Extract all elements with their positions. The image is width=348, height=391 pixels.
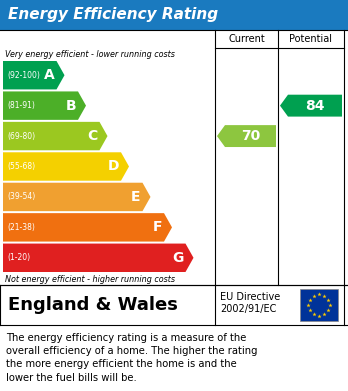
Text: The energy efficiency rating is a measure of the
overall efficiency of a home. T: The energy efficiency rating is a measur… bbox=[6, 333, 258, 383]
Text: Very energy efficient - lower running costs: Very energy efficient - lower running co… bbox=[5, 50, 175, 59]
Polygon shape bbox=[3, 213, 172, 242]
Text: C: C bbox=[87, 129, 97, 143]
Polygon shape bbox=[3, 152, 129, 181]
Text: (55-68): (55-68) bbox=[7, 162, 35, 171]
Polygon shape bbox=[217, 125, 276, 147]
Polygon shape bbox=[3, 122, 108, 150]
Text: E: E bbox=[131, 190, 141, 204]
Text: (1-20): (1-20) bbox=[7, 253, 30, 262]
Polygon shape bbox=[3, 61, 64, 90]
Text: Not energy efficient - higher running costs: Not energy efficient - higher running co… bbox=[5, 275, 175, 284]
Text: G: G bbox=[172, 251, 183, 265]
Text: Current: Current bbox=[228, 34, 265, 44]
Text: 84: 84 bbox=[305, 99, 325, 113]
Polygon shape bbox=[3, 91, 86, 120]
Text: (69-80): (69-80) bbox=[7, 131, 35, 141]
Polygon shape bbox=[280, 95, 342, 117]
Bar bbox=[300, 289, 338, 321]
Text: (92-100): (92-100) bbox=[7, 71, 40, 80]
Polygon shape bbox=[3, 183, 150, 211]
Text: EU Directive
2002/91/EC: EU Directive 2002/91/EC bbox=[220, 292, 280, 314]
Text: England & Wales: England & Wales bbox=[8, 296, 178, 314]
Text: A: A bbox=[44, 68, 55, 82]
Bar bbox=[0, 0, 348, 30]
Text: F: F bbox=[152, 221, 162, 234]
Polygon shape bbox=[3, 244, 193, 272]
Text: (39-54): (39-54) bbox=[7, 192, 35, 201]
Text: D: D bbox=[108, 160, 119, 174]
Text: Energy Efficiency Rating: Energy Efficiency Rating bbox=[8, 7, 218, 23]
Text: 70: 70 bbox=[241, 129, 260, 143]
Text: (81-91): (81-91) bbox=[7, 101, 35, 110]
Text: B: B bbox=[65, 99, 76, 113]
Text: Potential: Potential bbox=[290, 34, 332, 44]
Text: (21-38): (21-38) bbox=[7, 223, 35, 232]
